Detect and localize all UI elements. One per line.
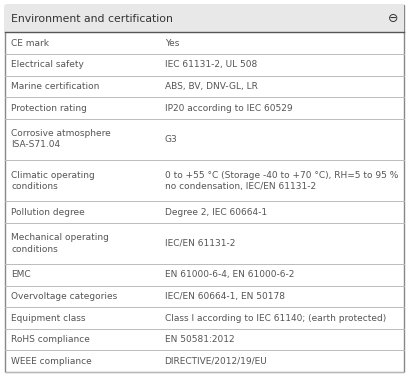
Text: Environment and certification: Environment and certification bbox=[11, 14, 173, 24]
Bar bbox=[5, 5, 404, 32]
Text: RoHS compliance: RoHS compliance bbox=[11, 335, 90, 344]
Text: Overvoltage categories: Overvoltage categories bbox=[11, 292, 117, 301]
Text: IP20 according to IEC 60529: IP20 according to IEC 60529 bbox=[164, 104, 292, 113]
Text: WEEE compliance: WEEE compliance bbox=[11, 357, 92, 366]
Text: Protection rating: Protection rating bbox=[11, 104, 87, 113]
Text: G3: G3 bbox=[164, 135, 178, 144]
Text: Pollution degree: Pollution degree bbox=[11, 208, 85, 216]
Text: Degree 2, IEC 60664-1: Degree 2, IEC 60664-1 bbox=[164, 208, 267, 216]
Text: Yes: Yes bbox=[164, 39, 179, 48]
Text: EMC: EMC bbox=[11, 270, 31, 279]
Text: IEC/EN 60664-1, EN 50178: IEC/EN 60664-1, EN 50178 bbox=[164, 292, 285, 301]
Text: ABS, BV, DNV-GL, LR: ABS, BV, DNV-GL, LR bbox=[164, 82, 258, 91]
Text: 0 to +55 °C (Storage -40 to +70 °C), RH=5 to 95 %
no condensation, IEC/EN 61131-: 0 to +55 °C (Storage -40 to +70 °C), RH=… bbox=[164, 171, 398, 191]
Text: Corrosive atmosphere
ISA-S71.04: Corrosive atmosphere ISA-S71.04 bbox=[11, 129, 111, 150]
Text: IEC 61131-2, UL 508: IEC 61131-2, UL 508 bbox=[164, 60, 257, 69]
Text: Electrical safety: Electrical safety bbox=[11, 60, 84, 69]
Text: Equipment class: Equipment class bbox=[11, 314, 85, 323]
Text: IEC/EN 61131-2: IEC/EN 61131-2 bbox=[164, 239, 235, 248]
Text: Climatic operating
conditions: Climatic operating conditions bbox=[11, 171, 95, 191]
Text: DIRECTIVE/2012/19/EU: DIRECTIVE/2012/19/EU bbox=[164, 357, 267, 366]
Text: Class I according to IEC 61140; (earth protected): Class I according to IEC 61140; (earth p… bbox=[164, 314, 386, 323]
Text: Mechanical operating
conditions: Mechanical operating conditions bbox=[11, 233, 109, 253]
Text: EN 61000-6-4, EN 61000-6-2: EN 61000-6-4, EN 61000-6-2 bbox=[164, 270, 294, 279]
Text: CE mark: CE mark bbox=[11, 39, 49, 48]
Text: Marine certification: Marine certification bbox=[11, 82, 99, 91]
Text: EN 50581:2012: EN 50581:2012 bbox=[164, 335, 234, 344]
Text: ⊖: ⊖ bbox=[387, 12, 398, 25]
